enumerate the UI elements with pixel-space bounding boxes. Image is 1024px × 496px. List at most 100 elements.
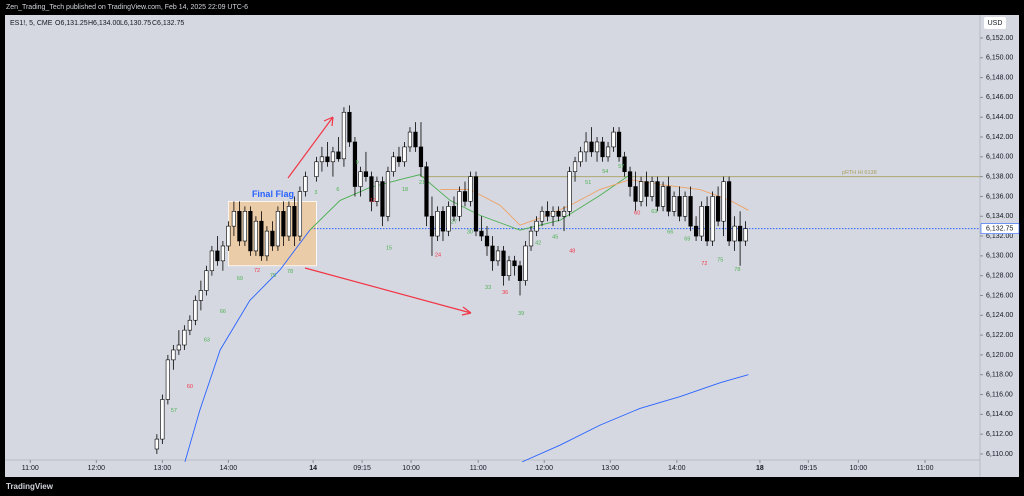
annotation: 48 xyxy=(569,248,575,254)
candle-body xyxy=(204,270,209,291)
annotation: 15 xyxy=(386,245,392,251)
candle-body xyxy=(292,206,297,237)
candle-body xyxy=(385,171,391,217)
x-tick-label: 10:00 xyxy=(850,465,868,472)
y-tick-label: 6,122.00 xyxy=(986,332,1013,339)
candle-body xyxy=(732,225,737,242)
candle-body xyxy=(413,131,418,148)
y-tick-label: 6,142.00 xyxy=(986,134,1013,141)
annotation: 63 xyxy=(204,338,210,344)
candle-body xyxy=(688,196,693,227)
y-tick-label: 6,152.00 xyxy=(986,35,1013,42)
candle-body xyxy=(699,206,704,237)
candle-body xyxy=(220,245,225,262)
candle-body xyxy=(556,211,561,217)
y-tick-label: 6,134.00 xyxy=(986,213,1013,220)
candle-body xyxy=(358,171,363,187)
candle-body xyxy=(743,228,748,242)
x-tick-label: 14:00 xyxy=(220,465,238,472)
annotation: 75 xyxy=(717,257,723,263)
candle-body xyxy=(479,230,484,237)
candle-body xyxy=(473,176,479,232)
candle-body xyxy=(457,191,462,217)
candle-body xyxy=(594,141,600,153)
x-tick-label: 11:00 xyxy=(916,465,933,472)
candle-body xyxy=(330,151,336,163)
y-tick-label: 6,118.00 xyxy=(986,372,1013,379)
candle-body xyxy=(231,211,236,227)
y-tick-label: 6,148.00 xyxy=(986,74,1013,81)
annotation: 51 xyxy=(585,180,591,186)
candle-body xyxy=(616,131,622,158)
candle-body xyxy=(396,156,402,163)
candle-body xyxy=(512,260,517,267)
candle-body xyxy=(198,290,203,301)
candle-body xyxy=(677,196,682,217)
candle-body xyxy=(693,225,699,237)
annotation: 33 xyxy=(485,285,491,291)
currency-box xyxy=(984,17,1006,29)
candle-body xyxy=(154,438,159,450)
y-tick-label: 6,116.00 xyxy=(986,391,1013,398)
candle-body xyxy=(550,211,556,217)
candle-body xyxy=(710,196,715,242)
y-tick-label: 6,136.00 xyxy=(986,193,1013,200)
annotation: 30 xyxy=(467,230,473,236)
y-tick-label: 6,150.00 xyxy=(986,55,1013,62)
candle-body xyxy=(242,211,247,242)
candle-body xyxy=(539,211,545,222)
candle-body xyxy=(248,211,253,252)
annotation: 36 xyxy=(502,290,508,296)
candle-body xyxy=(682,196,688,217)
candle-body xyxy=(352,141,358,187)
candle-body xyxy=(187,319,192,331)
annotation: 3 xyxy=(314,190,317,196)
candle-body xyxy=(451,206,457,217)
price-label-box xyxy=(980,223,1020,234)
annotation: 75 xyxy=(270,273,276,279)
y-tick-label: 6,112.00 xyxy=(986,431,1013,438)
candle-body xyxy=(627,171,633,187)
indicator-line xyxy=(309,174,631,231)
y-tick-label: 6,126.00 xyxy=(986,292,1013,299)
y-tick-label: 6,144.00 xyxy=(986,114,1013,121)
candle-body xyxy=(341,111,347,160)
quote-low: L6,130.75 xyxy=(120,20,151,27)
candle-body xyxy=(363,171,369,177)
candle-body xyxy=(435,211,440,237)
candle-body xyxy=(506,260,512,276)
candle-body xyxy=(215,250,220,262)
x-tick-label: 11:00 xyxy=(22,465,39,472)
annotation: 66 xyxy=(667,230,673,236)
indicator-line xyxy=(184,229,311,463)
candle-body xyxy=(182,329,187,346)
candle-body xyxy=(655,181,660,207)
x-tick-label: 18 xyxy=(756,465,764,472)
candle-body xyxy=(501,250,506,276)
annotation: 45 xyxy=(552,235,558,241)
indicator-line xyxy=(522,374,749,463)
candle-body xyxy=(407,131,413,148)
candle-body xyxy=(545,211,550,217)
candle-body xyxy=(638,181,644,202)
x-tick-label: 13:00 xyxy=(601,465,619,472)
candle-body xyxy=(671,196,677,212)
x-tick-label: 12:00 xyxy=(535,465,553,472)
y-tick-label: 6,124.00 xyxy=(986,312,1013,319)
x-tick-label: 12:00 xyxy=(88,465,106,472)
indicator-line xyxy=(440,179,749,226)
x-tick-label: 14 xyxy=(309,465,317,472)
candle-body xyxy=(660,186,666,207)
annotation: 54 xyxy=(602,169,608,175)
candle-body xyxy=(259,220,264,257)
price-label: 6,132.75 xyxy=(986,225,1013,232)
candle-body xyxy=(738,225,743,242)
annotation: 9 xyxy=(356,160,359,166)
quote-close: C6,132.75 xyxy=(152,20,184,27)
symbol: ES1!, 5, CME xyxy=(10,20,53,27)
candle-body xyxy=(561,211,567,217)
x-tick-label: 09:15 xyxy=(800,465,818,472)
candle-body xyxy=(314,161,319,177)
annotation: 60 xyxy=(187,384,193,390)
